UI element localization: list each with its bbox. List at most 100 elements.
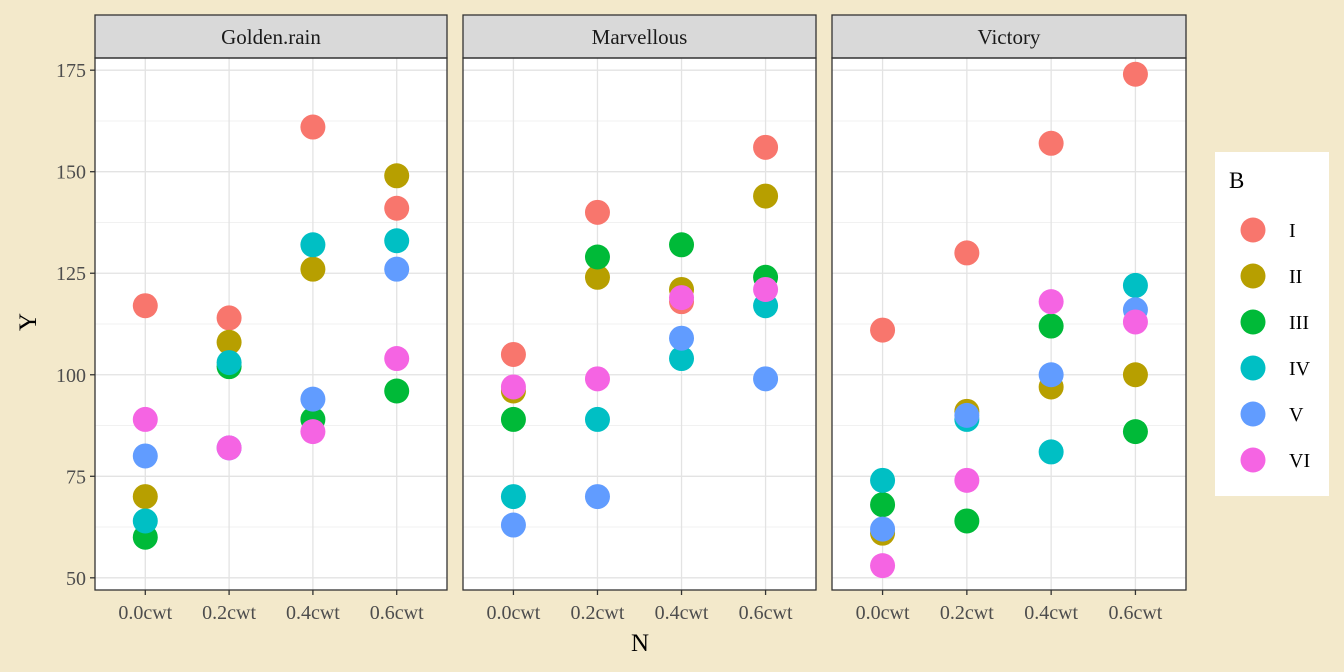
legend-key: [1240, 447, 1266, 473]
data-point: [500, 406, 526, 432]
x-tick-label: 0.0cwt: [118, 602, 172, 624]
data-point: [870, 492, 896, 518]
data-point: [584, 264, 610, 290]
legend-label: V: [1289, 404, 1304, 426]
data-point: [132, 293, 158, 319]
y-tick-label: 150: [56, 162, 86, 184]
y-axis: 50 75 100 125 150 175: [56, 60, 95, 590]
data-point: [132, 406, 158, 432]
data-point: [300, 114, 326, 140]
legend-label: III: [1289, 312, 1309, 334]
panel-border: [462, 57, 817, 591]
data-point: [384, 195, 410, 221]
data-point: [870, 467, 896, 493]
data-point: [300, 386, 326, 412]
facet-strip-label: Golden.rain: [221, 25, 321, 49]
data-point: [1122, 419, 1148, 445]
data-point: [870, 516, 896, 542]
x-axis-title: N: [631, 630, 649, 657]
y-tick-label: 100: [56, 365, 86, 387]
legend-label: VI: [1289, 450, 1310, 472]
facet-strip: [831, 14, 1187, 59]
facet-marvellous: Marvellous: [462, 14, 817, 591]
x-tick-label: 0.6cwt: [1108, 602, 1162, 624]
data-point: [132, 484, 158, 510]
legend-key: [1240, 309, 1266, 335]
data-point: [1038, 130, 1064, 156]
x-axis: 0.0cwt 0.2cwt 0.4cwt 0.6cwt 0.0cwt 0.2cwt 0.4c…: [118, 590, 1163, 624]
legend-key: [1240, 401, 1266, 427]
data-point: [1122, 362, 1148, 388]
facet-strip: [462, 14, 817, 59]
data-point: [584, 406, 610, 432]
data-point: [132, 508, 158, 534]
x-tick-label: 0.0cwt: [856, 602, 910, 624]
legend-background: [1215, 152, 1329, 496]
data-point: [300, 232, 326, 258]
data-point: [954, 467, 980, 493]
y-tick-label: 75: [66, 466, 86, 488]
data-point: [1038, 439, 1064, 465]
legend-key: [1240, 263, 1266, 289]
legend-key: [1240, 217, 1266, 243]
legend-label: II: [1289, 266, 1302, 288]
x-tick-label: 0.0cwt: [486, 602, 540, 624]
data-point: [384, 256, 410, 282]
x-tick-label: 0.2cwt: [940, 602, 994, 624]
data-point: [954, 240, 980, 266]
x-tick-label: 0.6cwt: [739, 602, 793, 624]
y-tick-label: 125: [56, 263, 86, 285]
legend-title: B: [1229, 168, 1244, 193]
data-point: [669, 325, 695, 351]
data-point: [216, 329, 242, 355]
data-point: [584, 244, 610, 270]
data-point: [500, 374, 526, 400]
legend-label: I: [1289, 220, 1296, 242]
data-point: [216, 435, 242, 461]
data-point: [300, 419, 326, 445]
y-tick-label: 175: [56, 60, 86, 82]
data-point: [500, 341, 526, 367]
data-point: [669, 232, 695, 258]
facet-victory: Victory: [831, 14, 1187, 591]
data-point: [384, 163, 410, 189]
data-point: [384, 228, 410, 254]
facet-strip-label: Marvellous: [592, 25, 688, 49]
x-tick-label: 0.2cwt: [571, 602, 625, 624]
data-point: [384, 378, 410, 404]
data-point: [584, 199, 610, 225]
x-tick-label: 0.2cwt: [202, 602, 256, 624]
facet-strip: [94, 14, 448, 59]
legend-label: IV: [1289, 358, 1311, 380]
x-tick-label: 0.4cwt: [1024, 602, 1078, 624]
data-point: [216, 350, 242, 376]
data-point: [753, 183, 779, 209]
data-point: [753, 366, 779, 392]
data-point: [954, 402, 980, 428]
facet-strip-label: Victory: [978, 25, 1041, 49]
data-point: [500, 512, 526, 538]
panel-border: [94, 57, 448, 591]
data-point: [584, 484, 610, 510]
data-point: [300, 256, 326, 282]
data-point: [1122, 309, 1148, 335]
y-tick-label: 50: [66, 568, 86, 590]
data-point: [1038, 362, 1064, 388]
data-point: [954, 508, 980, 534]
data-point: [216, 305, 242, 331]
data-point: [753, 276, 779, 302]
x-tick-label: 0.6cwt: [370, 602, 424, 624]
data-point: [500, 484, 526, 510]
data-point: [669, 285, 695, 311]
data-point: [384, 346, 410, 372]
data-point: [1122, 61, 1148, 87]
x-tick-label: 0.4cwt: [655, 602, 709, 624]
data-point: [584, 366, 610, 392]
data-point: [669, 346, 695, 372]
data-point: [870, 317, 896, 343]
data-point: [753, 134, 779, 160]
data-point: [1038, 313, 1064, 339]
